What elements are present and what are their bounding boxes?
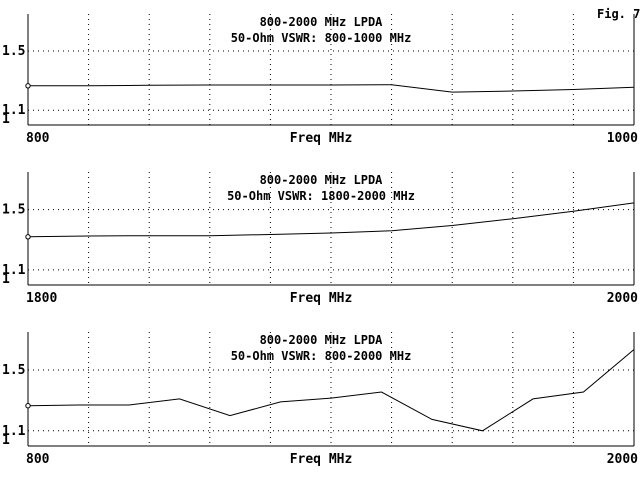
chart-title: 800-2000 MHz LPDA [260, 15, 384, 29]
y-tick-label: 1 [2, 272, 10, 287]
chart-panel-2: 1.5 1.11 800-2000 MHz LPDA 50-Ohm VSWR: 180… [2, 172, 638, 306]
chart-title: 800-2000 MHz LPDA [260, 173, 384, 187]
chart-subtitle: 50-Ohm VSWR: 800-2000 MHz [231, 349, 412, 363]
figure-label: Fig. 7 [597, 7, 640, 21]
x-axis-label: Freq MHz [290, 452, 353, 467]
series-start-point [25, 403, 31, 409]
series-line [28, 84, 635, 93]
chart-title: 800-2000 MHz LPDA [260, 333, 384, 347]
series-line [27, 202, 635, 238]
chart-panel-1: 1.5 1.11 800-2000 MHz LPDA 50-Ohm VSWR: 800… [2, 14, 638, 146]
x-tick-label: 1800 [26, 291, 57, 306]
y-tick-label: 1.1 [2, 103, 26, 118]
x-tick-label: 800 [26, 452, 50, 467]
y-tick-label: 1.5 [2, 363, 25, 378]
x-tick-label: 800 [26, 131, 50, 146]
y-tick-label: 1.5 [2, 44, 25, 59]
x-tick-label: 2000 [607, 291, 638, 306]
y-tick-label: 1 [2, 112, 10, 127]
x-axis-label: Freq MHz [290, 131, 353, 146]
x-tick-label: 2000 [607, 452, 638, 467]
y-tick-label: 1.1 [2, 424, 26, 439]
chart-panel-3: 1.5 1.11 800-2000 MHz LPDA 50-Ohm VSWR: 800… [2, 332, 638, 467]
series-start-point [25, 83, 31, 89]
y-tick-label: 1 [2, 433, 10, 448]
y-tick-label: 1.5 [2, 203, 25, 218]
y-tick-label: 1.1 [2, 263, 26, 278]
series-start-point [25, 234, 31, 240]
x-tick-label: 1000 [607, 131, 638, 146]
series-line [27, 349, 635, 432]
chart-subtitle: 50-Ohm VSWR: 1800-2000 MHz [227, 189, 415, 203]
chart-subtitle: 50-Ohm VSWR: 800-1000 MHz [231, 31, 412, 45]
x-axis-label: Freq MHz [290, 291, 353, 306]
